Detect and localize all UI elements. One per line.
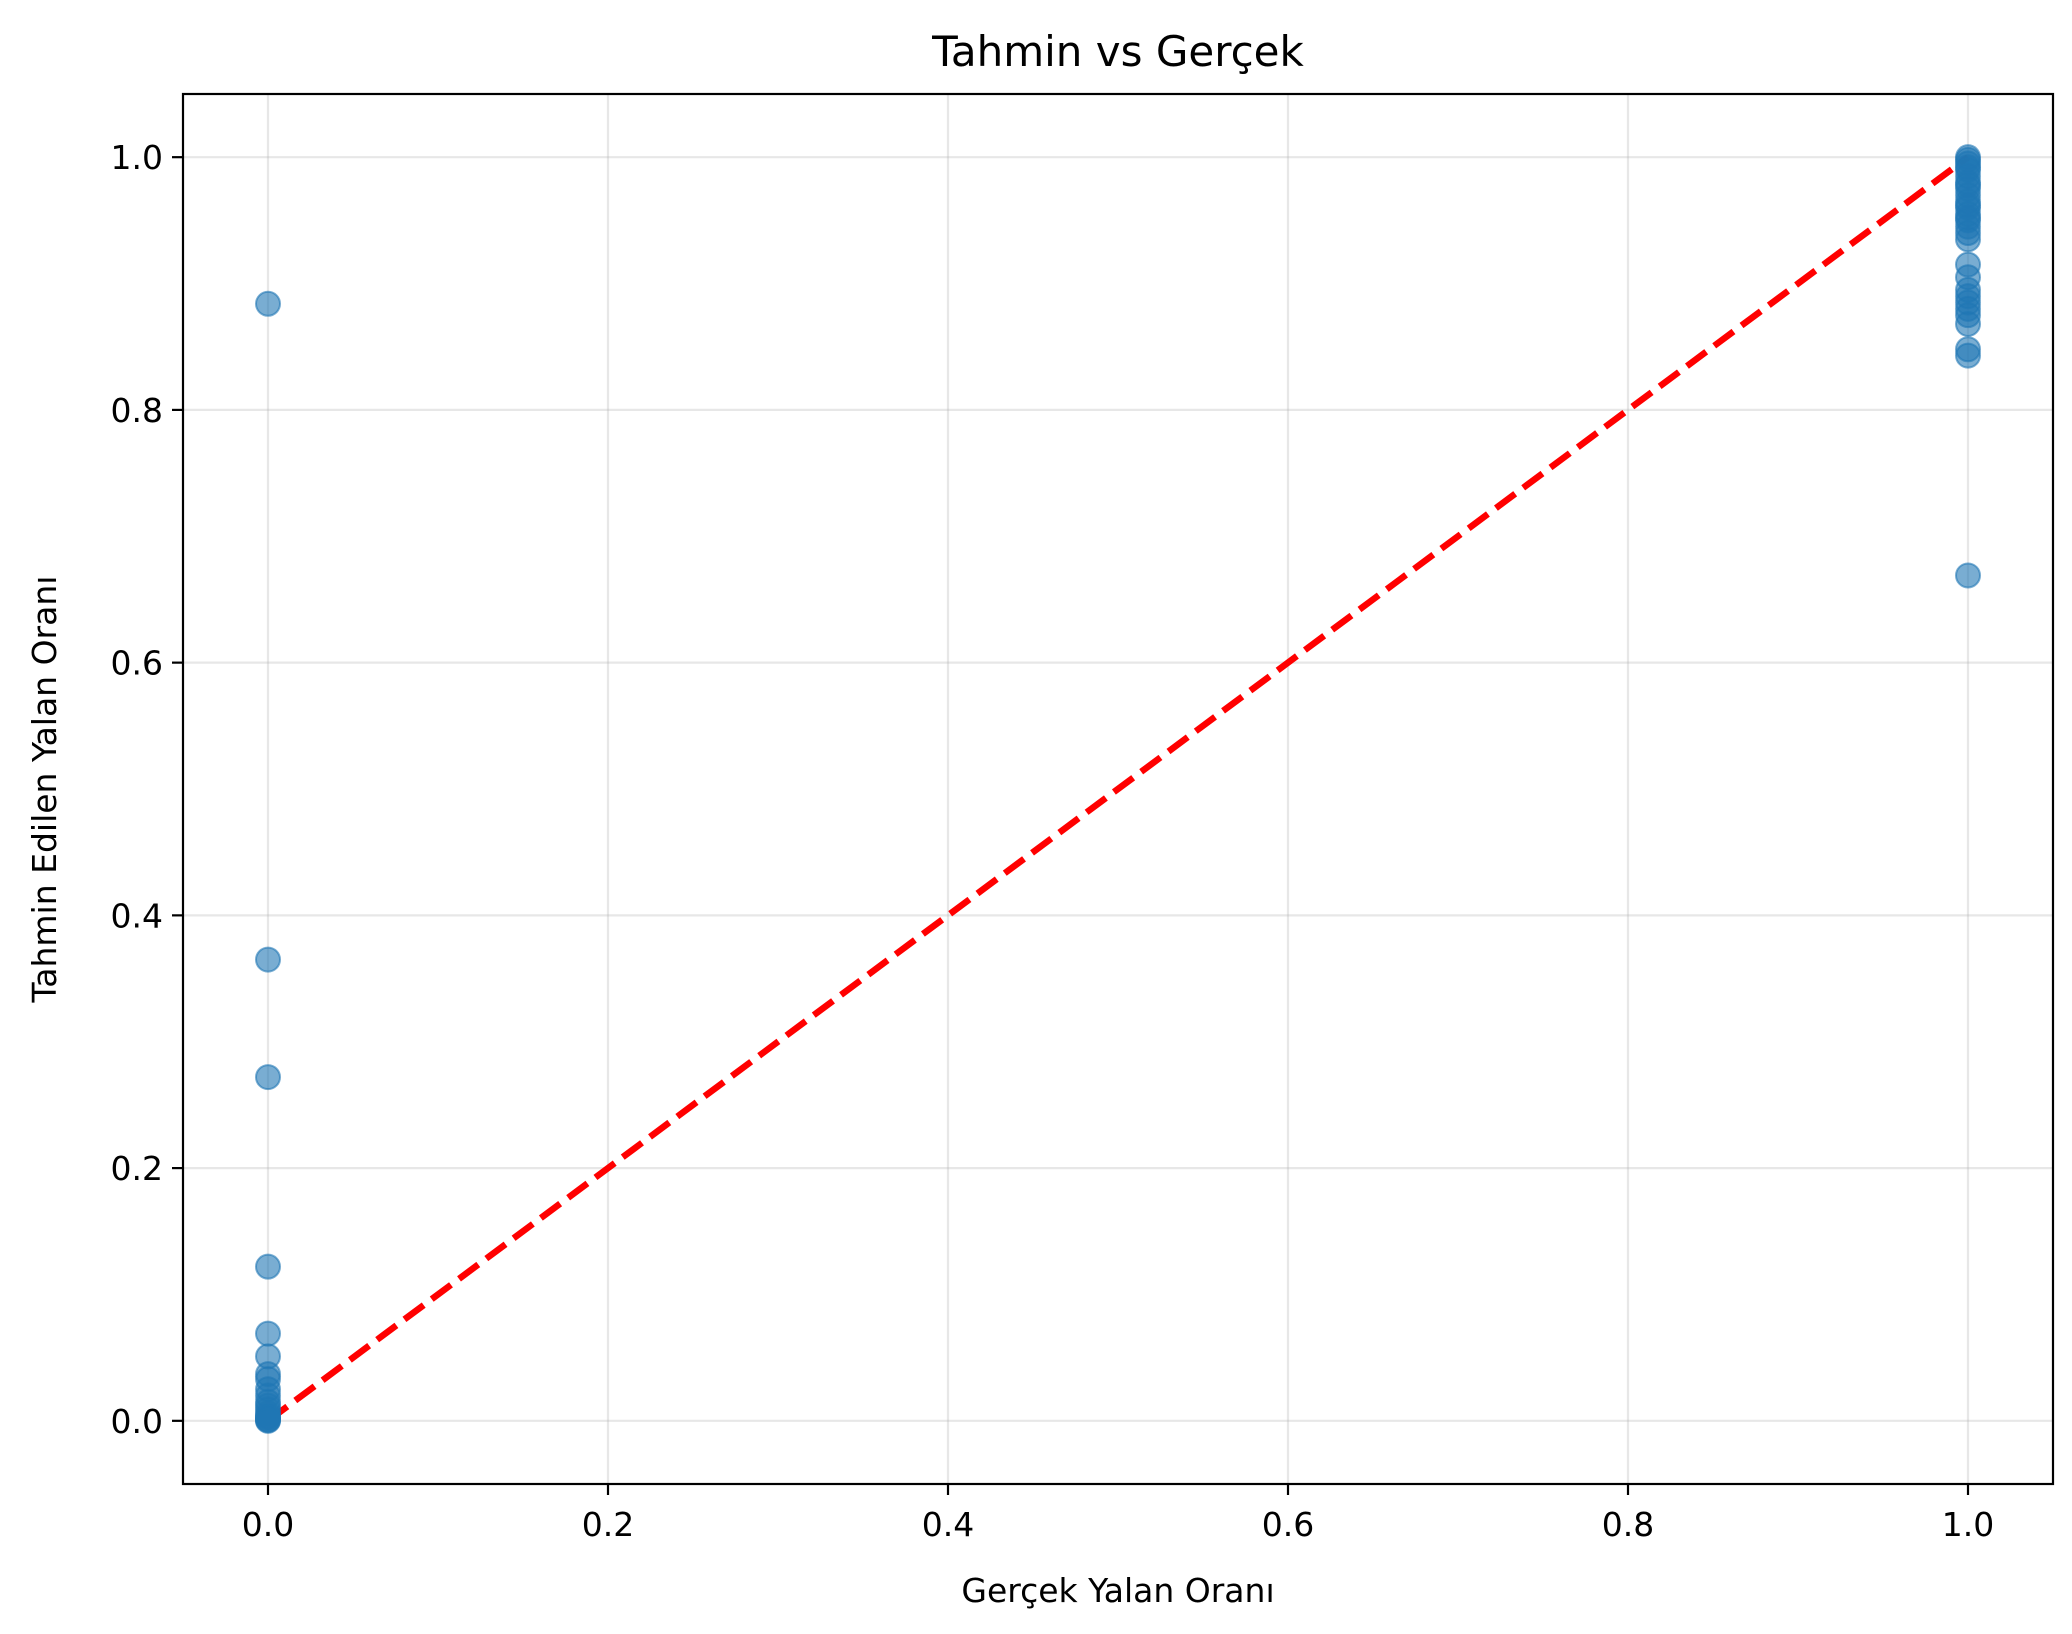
grid [183, 94, 2053, 1484]
chart-title: Tahmin vs Gerçek [931, 27, 1304, 76]
plot-frame [181, 92, 2055, 1486]
reference-line-layer [266, 154, 1970, 1424]
scatter-point [255, 1253, 281, 1280]
y-tick-label: 0.6 [111, 644, 163, 683]
x-tick-label: 0.0 [242, 1505, 294, 1544]
scatter-points [255, 144, 1981, 1434]
scatter-point [1955, 310, 1981, 337]
x-tick-label: 0.8 [1602, 1505, 1654, 1544]
x-tick-label: 0.4 [922, 1505, 974, 1544]
scatter-point [1955, 562, 1981, 589]
y-tick-label: 1.0 [111, 138, 163, 177]
reference-line [266, 154, 1970, 1424]
x-tick-label: 0.6 [1262, 1505, 1314, 1544]
x-tick-label: 0.2 [582, 1505, 634, 1544]
y-tick-label: 0.2 [111, 1149, 163, 1188]
y-tick-label: 0.8 [111, 391, 163, 430]
scatter-point [255, 1407, 281, 1434]
scatter-point [1955, 171, 1981, 198]
y-tick-label: 0.0 [111, 1402, 163, 1441]
x-axis-label: Gerçek Yalan Oranı [961, 1571, 1274, 1610]
scatter-point [1955, 342, 1981, 369]
scatter-point [1955, 226, 1981, 253]
scatter-point [255, 290, 281, 317]
axis-ticks: 0.0 0.2 0.4 0.6 0.8 1.0 0.0 0.2 0.4 0.6 0.8 1.0 [111, 138, 1995, 1544]
scatter-point [1955, 204, 1981, 231]
x-tick-label: 1.0 [1942, 1505, 1994, 1544]
y-tick-label: 0.4 [111, 896, 163, 935]
y-axis-label: Tahmin Edilen Yalan Oranı [25, 576, 64, 1004]
scatter-point [255, 946, 281, 973]
scatter-point [255, 1320, 281, 1347]
scatter-point [255, 1064, 281, 1091]
